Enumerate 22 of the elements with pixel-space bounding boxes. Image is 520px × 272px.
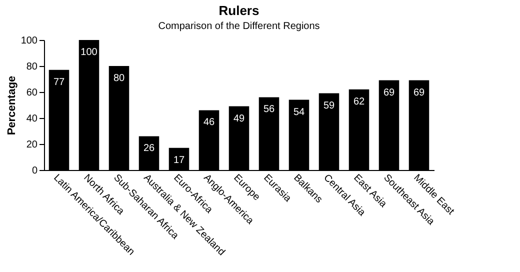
y-tick-label: 0 — [32, 166, 38, 176]
data-label: 100 — [80, 47, 98, 58]
data-label: 77 — [53, 76, 65, 88]
data-label: 69 — [413, 87, 425, 98]
y-tick-label: 100 — [20, 36, 38, 46]
data-label: 80 — [113, 73, 125, 84]
y-tick-label: 60 — [26, 88, 38, 98]
data-label: 49 — [233, 113, 245, 124]
y-tick-label: 80 — [26, 62, 38, 72]
data-label: 56 — [263, 104, 275, 116]
data-label: 17 — [173, 154, 185, 166]
data-label: 54 — [293, 106, 305, 118]
data-label: 46 — [203, 117, 215, 128]
chart-subtitle: Comparison of the Different Regions — [158, 21, 320, 32]
data-label: 59 — [323, 100, 335, 112]
data-label: 26 — [143, 143, 155, 154]
chart-title: Rulers — [218, 3, 260, 18]
y-axis-title: Percentage — [6, 76, 18, 136]
y-tick-label: 40 — [26, 114, 38, 124]
data-label: 62 — [353, 96, 365, 108]
data-label: 69 — [383, 87, 395, 98]
y-tick-label: 20 — [26, 140, 38, 150]
